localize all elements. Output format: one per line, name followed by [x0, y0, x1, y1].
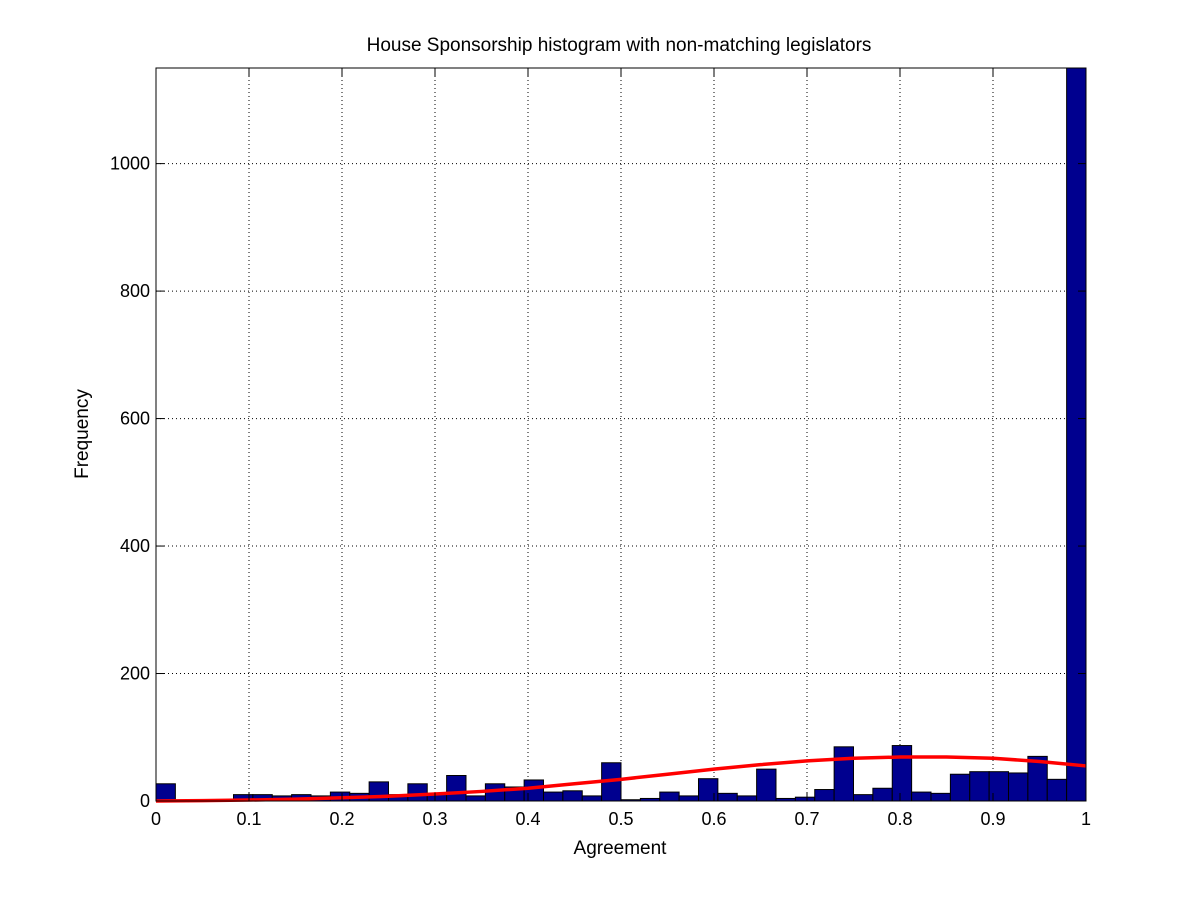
histogram-bar — [717, 792, 738, 802]
x-tick-label: 0.1 — [236, 809, 261, 829]
histogram-bar — [446, 775, 467, 802]
plot-frame — [155, 67, 1087, 802]
x-tick-label: 0.7 — [794, 809, 819, 829]
histogram-bar — [1046, 778, 1068, 802]
histogram-bar — [988, 771, 1009, 802]
y-tick-label: 800 — [120, 281, 150, 301]
y-tick-label: 1000 — [110, 154, 150, 174]
histogram-bar — [465, 795, 486, 802]
histogram-bar — [407, 783, 428, 802]
x-tick-label: 0.4 — [515, 809, 540, 829]
x-tick-label: 0.5 — [608, 809, 633, 829]
y-tick-label: 400 — [120, 536, 150, 556]
histogram-bar — [678, 795, 699, 802]
y-tick-label: 0 — [140, 791, 150, 811]
histogram-bar — [891, 745, 913, 802]
histogram-bar — [949, 773, 971, 802]
chart-title: House Sponsorship histogram with non-mat… — [367, 35, 872, 56]
histogram-bar — [562, 790, 583, 802]
histogram-bar — [969, 771, 990, 802]
x-axis-label: Agreement — [574, 838, 668, 859]
x-tick-label: 0 — [151, 809, 161, 829]
histogram-bar — [814, 789, 835, 802]
histogram-bar — [697, 778, 719, 802]
histogram-bar — [872, 787, 893, 802]
histogram-bar — [833, 746, 855, 802]
x-tick-label: 0.3 — [422, 809, 447, 829]
x-tick-label: 1 — [1081, 809, 1091, 829]
histogram-bar — [794, 796, 816, 802]
histogram-bar — [155, 783, 176, 802]
histogram-bar — [930, 792, 951, 802]
x-tick-label: 0.9 — [980, 809, 1005, 829]
x-tick-label: 0.8 — [887, 809, 912, 829]
x-tick-label: 0.6 — [701, 809, 726, 829]
histogram-bar — [543, 791, 564, 802]
y-axis-label: Frequency — [72, 389, 93, 479]
y-tick-label: 600 — [120, 409, 150, 429]
histogram-bar — [756, 768, 777, 802]
histogram-bar — [911, 791, 932, 802]
grid-lines — [156, 68, 1086, 801]
axis-ticks: 0 0.1 0.2 0.3 0.4 0.5 0.6 0.7 0.8 0.9 1 0 200 400 600 8… — [110, 68, 1091, 829]
histogram-bar — [1008, 772, 1029, 802]
histogram-bar — [853, 794, 874, 802]
x-tick-label: 0.2 — [329, 809, 354, 829]
histogram-bar — [1066, 67, 1087, 802]
histogram-bar — [659, 791, 680, 802]
y-tick-label: 200 — [120, 664, 150, 684]
histogram-bar — [581, 795, 603, 802]
fit-curve-line — [155, 755, 1087, 803]
histogram-bar — [736, 795, 758, 802]
histogram-bar — [523, 779, 544, 802]
histogram-bars — [155, 67, 1087, 802]
